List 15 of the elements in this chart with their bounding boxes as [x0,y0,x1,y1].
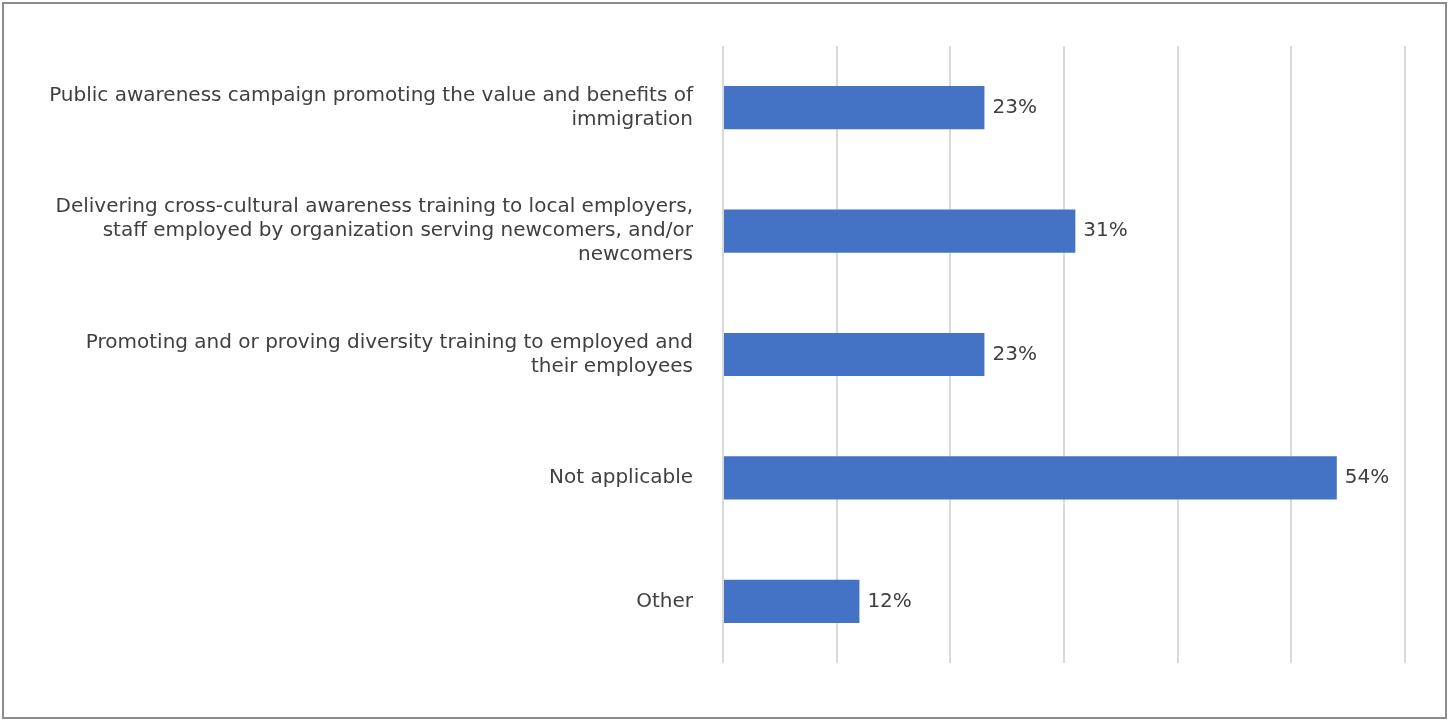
data-label: 54% [1344,464,1390,489]
y-tick-label: Public awareness campaign promoting the value and benefits of immigration [49,81,694,130]
bar [724,456,1337,500]
bar [724,86,985,130]
bar [724,209,1076,253]
data-label: 23% [992,93,1037,118]
y-tick-label: Promoting and or proving diversity training to employed and their employees [85,328,693,377]
y-tick-label: Not applicable [549,464,693,489]
y-tick-label: Delivering cross-cultural awareness training to local employers, staff employed by organization serving newcomers, and/or newcomers [55,193,694,266]
data-label: 12% [867,587,912,612]
bar [724,332,985,377]
data-label: 23% [992,340,1037,365]
y-tick-label: Other [636,587,694,612]
data-label: 31% [1083,217,1128,242]
bar [724,579,860,623]
